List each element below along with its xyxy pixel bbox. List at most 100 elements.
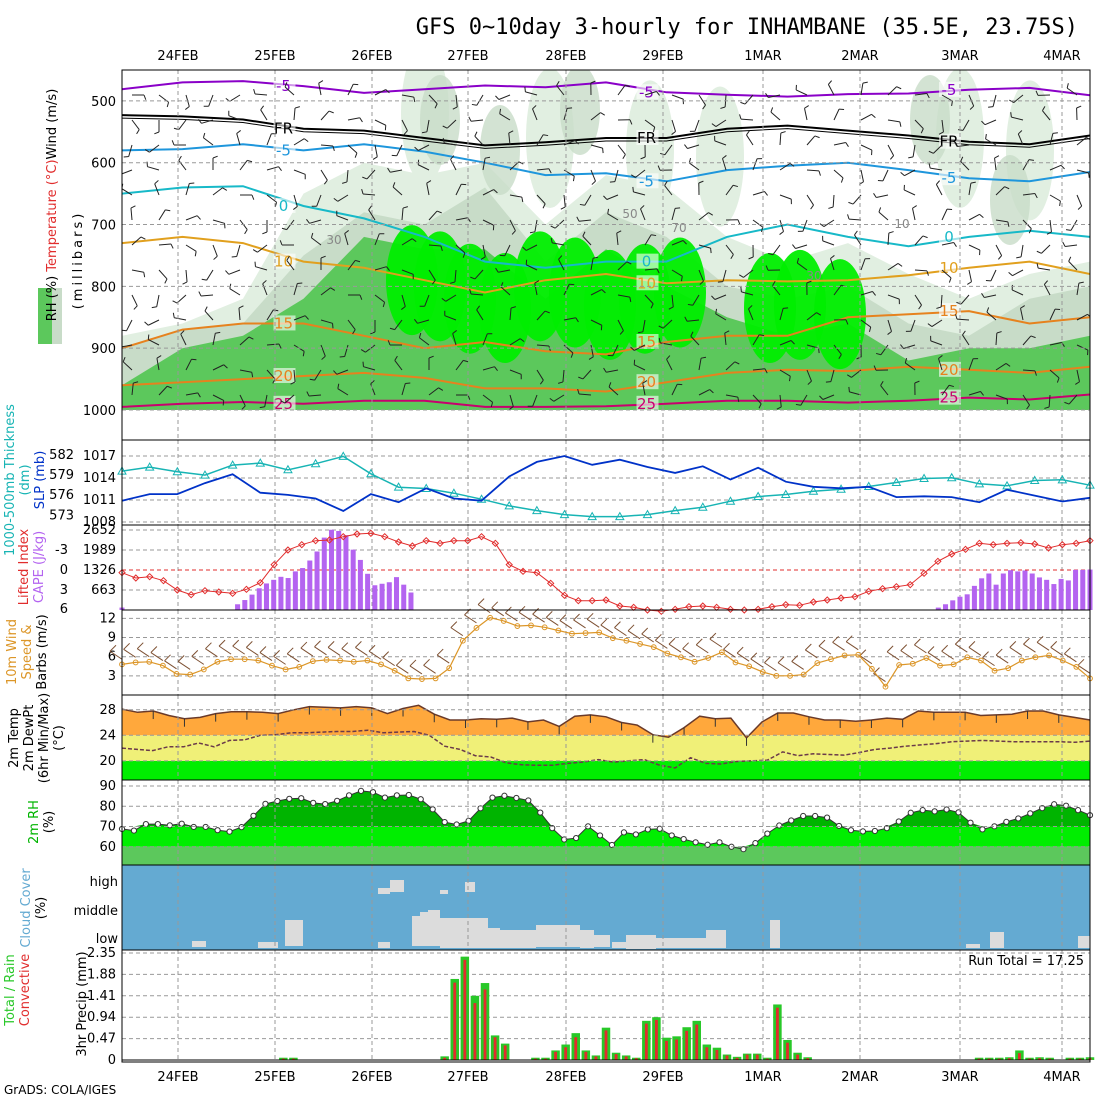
date-label-top: 26FEB [351, 49, 392, 64]
cape-bar [994, 585, 999, 610]
cape-bar [1044, 580, 1049, 610]
cape-bar [1073, 570, 1078, 610]
date-label-top: 1MAR [744, 49, 781, 64]
high-cloud-block [420, 912, 440, 918]
precip-conv-bar [746, 1055, 749, 1060]
wind-barb [914, 645, 926, 653]
thickness-line [122, 456, 1090, 516]
rh2-point [227, 829, 232, 834]
wind-barb-flag [846, 636, 852, 642]
rh-upper-patch-mid [480, 105, 520, 195]
rh2-point [574, 835, 579, 840]
pressure-tick: 600 [91, 157, 116, 172]
cape-bar [372, 585, 377, 610]
upper-air-unit-label: (millibars) [71, 211, 86, 310]
wind-barb-flag [328, 641, 334, 647]
wind-barb [601, 625, 613, 633]
li-tick: 3 [60, 583, 68, 598]
cape-bar [972, 586, 977, 610]
pressure-tick: 900 [91, 342, 116, 357]
wind-barb-flag [410, 660, 416, 666]
wind-barb-flag [124, 643, 130, 649]
wind-barb-flag [633, 187, 634, 192]
wind-barb [315, 647, 327, 655]
wind-barb [355, 647, 367, 655]
wind-barb [669, 644, 681, 652]
cape-bar [235, 604, 240, 610]
precip-conv-bar [584, 1052, 587, 1060]
wind-barb [1023, 644, 1035, 652]
rh2-point [645, 827, 650, 832]
wind-barb-flag [805, 644, 811, 650]
wind-barb-flag [287, 648, 293, 654]
wind-barb-flag [826, 382, 831, 383]
rh2-point [406, 792, 411, 797]
high-cloud-block [465, 882, 475, 892]
wind-barb-flag [148, 335, 149, 340]
wind-tick: 12 [99, 611, 116, 626]
cape-bar [1008, 570, 1013, 610]
low-cloud-block [440, 918, 488, 948]
precip-tick: 0 [108, 1053, 116, 1068]
wind-barb-flag [478, 599, 484, 605]
low-cloud-block [770, 920, 780, 948]
temp-contour-label: 15 [939, 302, 958, 320]
rh2-point [155, 822, 160, 827]
wind-barb-flag [887, 646, 893, 652]
temp-tick: 24 [99, 728, 116, 743]
date-label-bottom: 29FEB [642, 1070, 683, 1085]
high-cloud-block [390, 880, 404, 892]
precip-conv-bar [615, 1054, 618, 1060]
wind-barb [696, 645, 708, 653]
low-cloud-block [536, 925, 580, 947]
wind-barb [751, 659, 763, 667]
axis-label-line: Barbs (m/s) [35, 614, 50, 689]
cloud-level-label: low [96, 932, 119, 947]
precip-conv-bar [695, 1024, 698, 1060]
wind-barb [369, 651, 381, 659]
wind-barb [233, 646, 245, 654]
precip-conv-bar [645, 1024, 648, 1060]
slp-tick: 1011 [83, 493, 116, 508]
rh2-point [777, 823, 782, 828]
wind-barb [614, 628, 626, 636]
wind-barb [833, 642, 845, 650]
wind-barb-flag [117, 171, 120, 175]
cape-bar [1030, 573, 1035, 610]
date-label-bottom: 1MAR [744, 1070, 781, 1085]
rh2-point [896, 819, 901, 824]
temp-tick: 28 [99, 703, 116, 718]
temp-contour-label: FR [939, 133, 958, 151]
precip-conv-bar [494, 1037, 497, 1060]
wind-barb-flag [1089, 173, 1090, 178]
run-total-label: Run Total = 17.25 [968, 954, 1084, 969]
wind-barb [192, 656, 204, 664]
rh2-tick: 70 [99, 820, 116, 835]
cape-bar [322, 538, 327, 610]
wind-barb-flag [696, 639, 702, 645]
wind-barb-flag [219, 640, 225, 646]
precip-conv-bar [625, 1056, 628, 1060]
wind-barb-flag [628, 625, 634, 631]
precip-tick: 2.35 [87, 946, 116, 961]
high-cloud-block [378, 888, 390, 894]
rh2-point [1016, 816, 1021, 821]
rh2-point [215, 828, 220, 833]
rh2-point [526, 798, 531, 803]
rh2-base [122, 847, 1090, 865]
wind-barb [124, 649, 136, 657]
rh2-point [394, 793, 399, 798]
thickness-tick: 573 [49, 508, 74, 523]
date-label-top: 4MAR [1043, 49, 1080, 64]
wind-barb [983, 658, 995, 666]
wind-barb-flag [942, 645, 948, 651]
date-label-top: 2MAR [841, 49, 878, 64]
precip-conv-bar [675, 1040, 678, 1060]
rh2-point [633, 832, 638, 837]
wind-barb [451, 628, 463, 636]
